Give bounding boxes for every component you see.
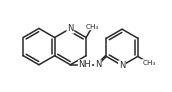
Text: N: N bbox=[119, 61, 125, 70]
Text: CH₃: CH₃ bbox=[86, 23, 99, 30]
Text: NH: NH bbox=[79, 60, 91, 69]
Text: CH₃: CH₃ bbox=[142, 60, 155, 66]
Text: N: N bbox=[95, 60, 101, 69]
Text: N: N bbox=[67, 24, 74, 33]
